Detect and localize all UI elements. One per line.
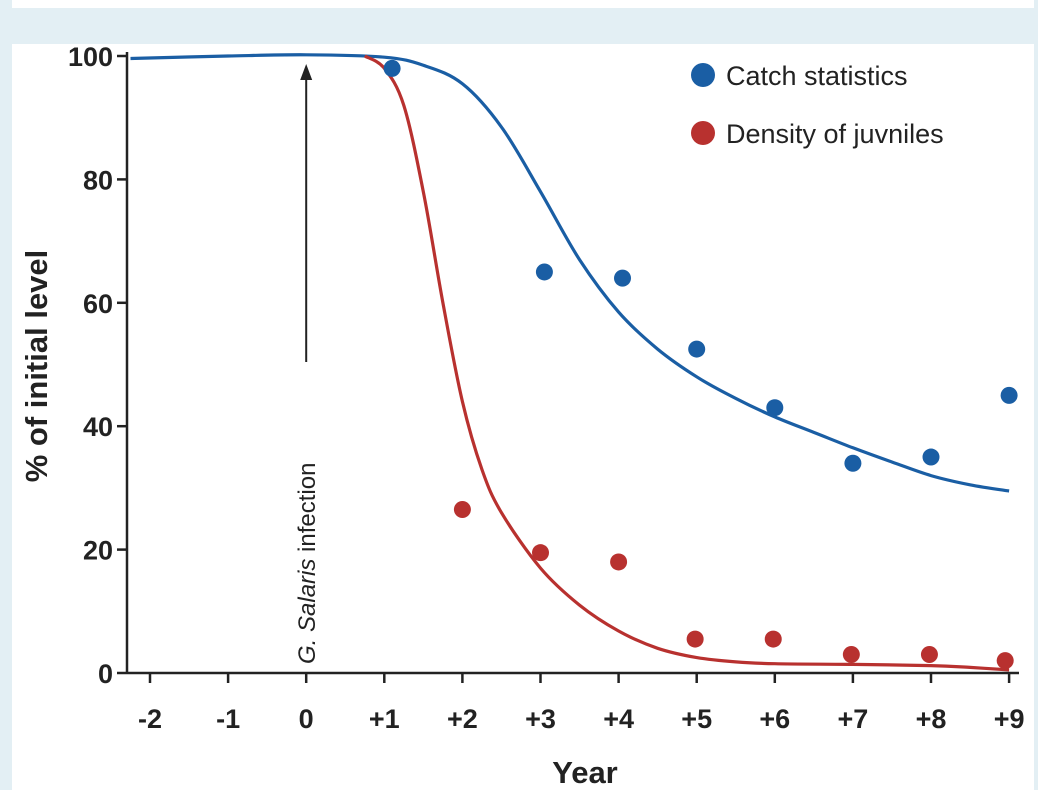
y-tick-label: 100 [68, 42, 113, 72]
y-tick-label: 60 [83, 289, 113, 319]
density-point [843, 646, 860, 663]
density-point [921, 646, 938, 663]
x-tick-label: +9 [994, 704, 1025, 734]
x-tick-label: +2 [447, 704, 478, 734]
infection-arrow-head [300, 64, 312, 80]
legend-marker [691, 121, 715, 145]
density-point [610, 553, 627, 570]
x-tick-label: -2 [138, 704, 162, 734]
legend-label: Density of juvniles [726, 119, 944, 149]
density-point [454, 501, 471, 518]
catch-point [688, 341, 705, 358]
y-ticks: 0 20 40 60 80 100 [68, 42, 127, 689]
catch-point [1001, 387, 1018, 404]
y-tick-label: 0 [98, 659, 113, 689]
infection-annotation: G. Salaris infection [294, 64, 321, 664]
x-tick-label: 0 [299, 704, 314, 734]
catch-point [384, 60, 401, 77]
density-point [765, 631, 782, 648]
infection-label-rest: infection [294, 463, 321, 559]
infection-label: G. Salaris infection [294, 463, 321, 664]
legend-label: Catch statistics [726, 61, 908, 91]
density-point [997, 652, 1014, 669]
data-points [384, 60, 1018, 669]
x-tick-label: +6 [759, 704, 790, 734]
x-tick-label: +8 [916, 704, 947, 734]
x-tick-label: +3 [525, 704, 556, 734]
y-tick-label: 80 [83, 165, 113, 195]
x-tick-label: +7 [838, 704, 869, 734]
x-tick-label: +1 [369, 704, 400, 734]
infection-label-species: G. Salaris [294, 559, 321, 664]
y-tick-label: 20 [83, 536, 113, 566]
x-tick-label: +5 [681, 704, 712, 734]
catch-point [536, 263, 553, 280]
x-tick-label: +4 [603, 704, 634, 734]
x-axis-label: Year [552, 755, 618, 790]
density-point [687, 631, 704, 648]
density-point [532, 544, 549, 561]
legend: Catch statistics Density of juvniles [691, 61, 944, 149]
catch-point [766, 399, 783, 416]
catch-point [923, 449, 940, 466]
catch-point [844, 455, 861, 472]
catch-point [614, 270, 631, 287]
y-axis-label: % of initial level [19, 250, 54, 483]
y-tick-label: 40 [83, 412, 113, 442]
legend-marker [691, 63, 715, 87]
x-tick-label: -1 [216, 704, 240, 734]
x-ticks: -2 -1 0 +1 +2 +3 +4 +5 +6 +7 +8 +9 [138, 673, 1025, 734]
